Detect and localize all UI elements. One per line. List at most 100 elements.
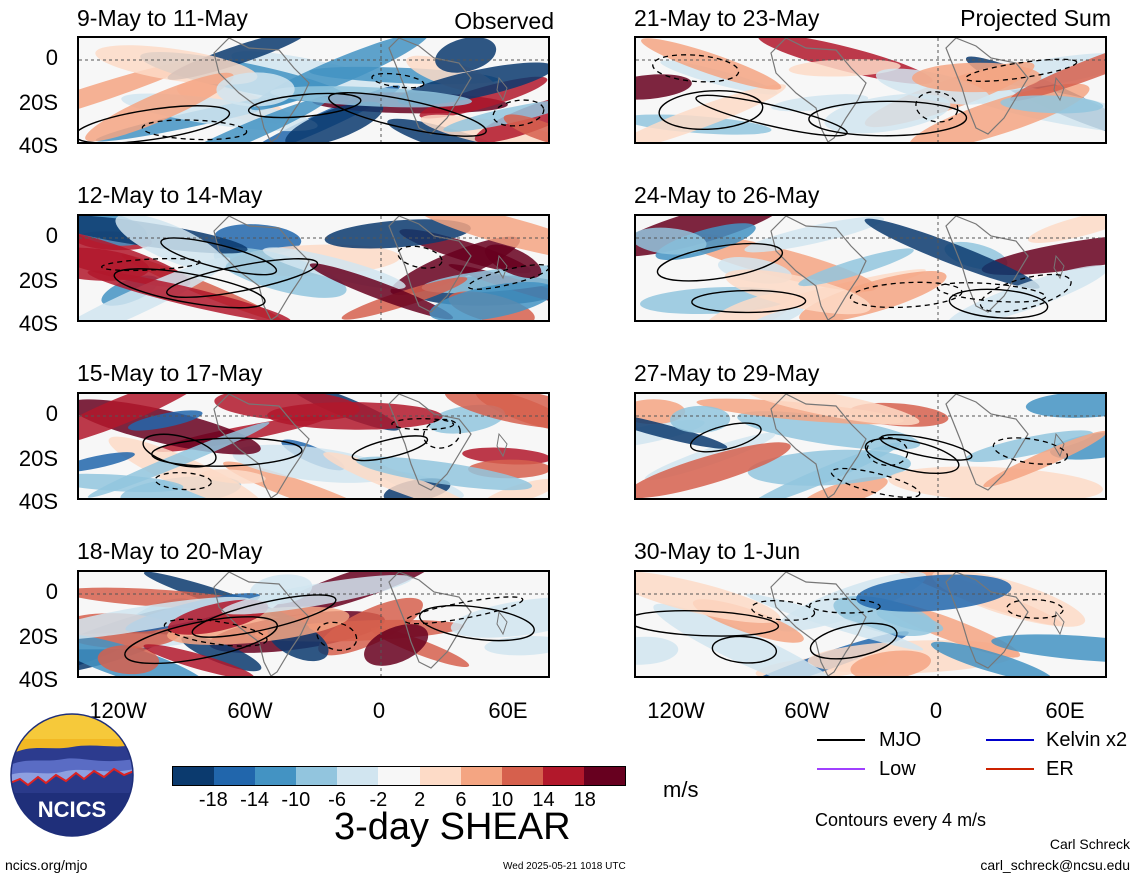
mjo-contour-negative: [936, 282, 1047, 303]
shear-anomaly-blob: [450, 597, 548, 638]
madagascar-outline: [1053, 610, 1065, 636]
africa-outline: [945, 572, 1029, 669]
shear-field-map: [636, 572, 1105, 676]
mjo-contour-negative: [992, 437, 1069, 465]
mjo-contour-positive: [711, 635, 778, 664]
lon-label-0: 0: [929, 698, 943, 723]
shear-anomaly-blob: [270, 86, 473, 108]
shear-anomaly-blob: [864, 218, 1040, 289]
shear-anomaly-blob: [85, 72, 234, 142]
africa-outline: [388, 216, 472, 313]
lon-label-120w: 120W: [647, 698, 705, 723]
site-url: ncics.org/mjo: [5, 857, 88, 873]
shear-anomaly-blob: [636, 572, 781, 623]
mjo-contour-positive: [636, 609, 780, 637]
madagascar-outline: [1053, 432, 1065, 458]
madagascar-outline: [1053, 254, 1065, 280]
shear-field-map: [79, 38, 548, 142]
shear-anomaly-blob: [1027, 216, 1105, 243]
shear-anomaly-blob: [108, 436, 264, 498]
shear-anomaly-blob: [876, 609, 944, 633]
mjo-contour-negative: [391, 417, 455, 431]
low-line: [817, 768, 865, 770]
shear-anomaly-blob: [79, 394, 207, 447]
shear-anomaly-blob: [850, 650, 932, 676]
shear-anomaly-blob: [87, 422, 270, 498]
shear-anomaly-blob: [1025, 394, 1105, 418]
colorbar-swatch: [460, 767, 502, 785]
mjo-contour-positive: [808, 100, 968, 137]
shear-field-map: [79, 572, 548, 676]
map-panel-8: [634, 570, 1107, 678]
africa-outline: [945, 394, 1029, 491]
madagascar-outline: [496, 76, 508, 102]
lat-label-20s: 20S: [18, 446, 58, 471]
mjo-contour-positive: [656, 242, 784, 282]
mjo-contour-positive: [113, 268, 266, 309]
mjo-contour-positive: [351, 435, 429, 462]
ncics-logo: NCICS: [10, 713, 134, 837]
colorbar-tick-label: 18: [573, 789, 596, 811]
shear-anomaly-blob: [636, 636, 679, 665]
shear-anomaly-blob: [744, 307, 804, 320]
shear-anomaly-blob: [788, 59, 901, 77]
shear-anomaly-blob: [744, 216, 885, 253]
colorbar-tick-label: 10: [491, 789, 514, 811]
colorbar-swatch: [337, 767, 379, 785]
africa-outline: [945, 38, 1029, 135]
lat-label-0: 0: [45, 401, 58, 426]
madagascar-outline: [1053, 76, 1065, 102]
south-america-outline: [770, 216, 867, 320]
panel-title-2: 12-May to 14-May: [77, 182, 263, 208]
shear-anomaly-blob: [79, 61, 193, 132]
email: carl_schreck@ncsu.edu: [980, 857, 1130, 873]
shear-anomaly-blob: [323, 452, 478, 498]
colorbar: [172, 766, 626, 786]
south-america-outline: [770, 394, 867, 498]
ncics-logo-graphic: NCICS: [10, 713, 134, 837]
map-panel-1: [77, 36, 550, 144]
lat-label-20s: 20S: [18, 90, 58, 115]
mjo-contour-negative: [371, 72, 425, 89]
colorbar-swatch: [583, 767, 626, 785]
shear-anomaly-blob: [482, 478, 548, 498]
south-america-outline: [213, 394, 310, 498]
er-line: [986, 768, 1034, 770]
mjo-contour-positive: [658, 89, 764, 131]
mjo-contour-negative: [750, 600, 816, 621]
shear-anomaly-blob: [653, 603, 843, 676]
shear-anomaly-blob: [143, 644, 255, 676]
south-america-outline: [770, 572, 867, 676]
shear-anomaly-blob: [771, 94, 869, 112]
shear-field-map: [636, 216, 1105, 320]
shear-anomaly-blob: [745, 593, 924, 651]
shear-anomaly-blob: [167, 606, 350, 645]
shear-anomaly-blob: [444, 394, 548, 429]
madagascar-outline: [496, 432, 508, 458]
shear-anomaly-blob: [1009, 38, 1105, 101]
legend-kelvin: Kelvin x2: [1046, 729, 1128, 751]
shear-anomaly-blob: [636, 74, 692, 100]
map-panel-6: [634, 214, 1107, 322]
shear-anomaly-blob: [128, 410, 203, 431]
south-america-outline: [213, 216, 310, 320]
panel-title-1: 9-May to 11-May: [77, 5, 248, 31]
shear-anomaly-blob: [484, 244, 542, 279]
shear-anomaly-blob: [670, 405, 731, 433]
africa-outline: [388, 572, 472, 669]
map-panel-7: [634, 392, 1107, 500]
south-america-outline: [770, 38, 867, 142]
shear-field-map: [79, 394, 548, 498]
shear-anomaly-blob: [724, 269, 871, 315]
shear-anomaly-blob: [798, 248, 914, 287]
mjo-contour-negative: [866, 436, 909, 467]
projected-label: Projected Sum: [960, 5, 1111, 31]
shear-anomaly-blob: [660, 60, 778, 95]
mjo-contour-positive: [191, 594, 337, 638]
shear-anomaly-blob: [356, 456, 533, 491]
colorbar-swatch: [419, 767, 461, 785]
shear-anomaly-blob: [115, 216, 227, 272]
legend-low: Low: [879, 758, 916, 780]
shear-anomaly-blob: [1000, 95, 1104, 114]
colorbar-tick-label: -18: [198, 789, 228, 811]
